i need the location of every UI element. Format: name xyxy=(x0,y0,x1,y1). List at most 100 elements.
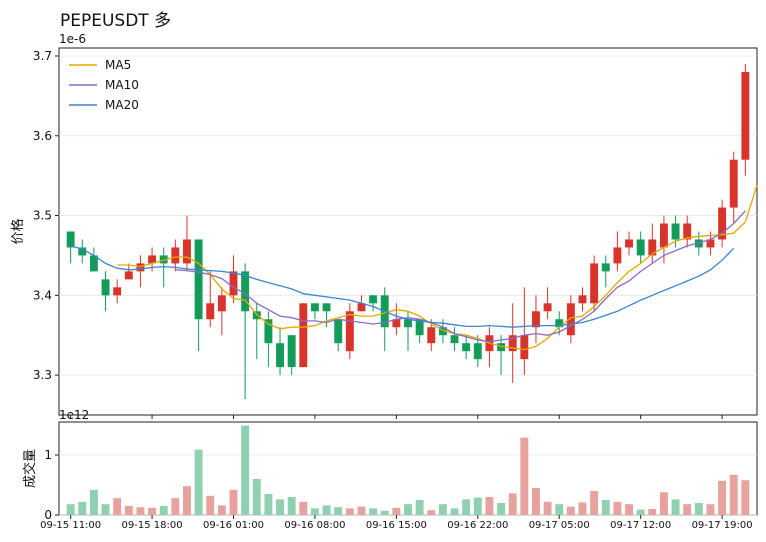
volume-bar xyxy=(462,499,471,515)
volume-axis-ticks: 01 xyxy=(44,448,59,522)
volume-bar xyxy=(89,489,98,515)
candle-body xyxy=(183,239,191,264)
volume-bar xyxy=(380,510,389,515)
volume-bar xyxy=(392,507,401,515)
candle-body xyxy=(718,207,727,240)
candlesticks xyxy=(66,63,750,400)
volume-bar xyxy=(369,508,378,515)
volume-bar xyxy=(473,497,482,515)
volume-bar xyxy=(520,437,529,515)
volume-bar xyxy=(532,488,540,515)
candle-body xyxy=(299,303,308,368)
candle-body xyxy=(427,327,436,344)
candle-body xyxy=(206,303,215,320)
candle-body xyxy=(159,255,168,264)
volume-panel: 01 09-15 11:00 09-15 18:00 09-16 01:00 09-1… xyxy=(22,408,758,531)
candle-body xyxy=(369,295,378,304)
volume-bar xyxy=(404,504,412,515)
volume-bar xyxy=(229,489,238,515)
volume-bar xyxy=(78,501,87,515)
volume-bar xyxy=(625,504,633,515)
volume-bars xyxy=(66,425,750,515)
time-tick-label: 09-15 11:00 xyxy=(40,520,101,531)
candle-body xyxy=(217,295,226,312)
price-tick-label: 3.3 xyxy=(33,368,52,382)
time-tick-label: 09-17 05:00 xyxy=(529,520,590,531)
time-tick-label: 09-16 15:00 xyxy=(366,520,427,531)
candle-body xyxy=(404,319,412,328)
candle-body xyxy=(241,271,250,312)
volume-bar xyxy=(345,508,354,515)
candle-body xyxy=(590,263,599,304)
volume-bar xyxy=(113,498,122,515)
volume-bar xyxy=(694,503,703,515)
legend-label-ma5: MA5 xyxy=(105,58,131,72)
volume-bar xyxy=(683,504,692,515)
price-axis-ticks: 3.3 3.4 3.5 3.6 3.7 xyxy=(33,49,59,382)
candle-body xyxy=(578,295,587,304)
time-tick-label: 09-15 18:00 xyxy=(122,520,183,531)
volume-bar xyxy=(334,507,343,515)
candle-body xyxy=(310,303,319,312)
chart-title: PEPEUSDT 多 xyxy=(60,11,172,31)
volume-bar xyxy=(659,492,668,515)
price-panel: 3.3 3.4 3.5 3.6 3.7 1e-6 价格 MA5 MA10 MA20 xyxy=(10,32,758,416)
candle-body xyxy=(438,327,447,336)
volume-bar xyxy=(671,499,680,515)
volume-bar xyxy=(101,504,110,515)
candle-body xyxy=(229,271,238,296)
volume-bar xyxy=(252,479,261,515)
volume-bar xyxy=(555,504,564,515)
ma-line-ma5 xyxy=(117,185,758,351)
candle-body xyxy=(136,263,145,272)
volume-bar xyxy=(264,494,273,515)
time-tick-label: 09-16 01:00 xyxy=(203,520,264,531)
volume-bar xyxy=(159,506,168,515)
volume-bar xyxy=(601,500,610,515)
candle-body xyxy=(497,343,506,352)
candle-body xyxy=(532,311,540,328)
volume-bar xyxy=(183,486,191,515)
volume-bar xyxy=(729,474,738,515)
volume-bar xyxy=(276,499,284,515)
candle-body xyxy=(613,247,622,264)
candle-body xyxy=(113,287,122,296)
candle-body xyxy=(694,239,703,248)
time-tick-label: 09-16 08:00 xyxy=(284,520,345,531)
volume-bar xyxy=(485,497,494,515)
candle-body xyxy=(392,319,401,328)
volume-bar xyxy=(427,510,436,515)
volume-tick-label: 0 xyxy=(44,508,52,522)
candle-body xyxy=(101,279,110,296)
volume-bar xyxy=(206,495,215,515)
volume-bar xyxy=(590,491,599,515)
candle-body xyxy=(683,223,692,240)
legend-label-ma20: MA20 xyxy=(105,98,139,112)
legend: MA5 MA10 MA20 xyxy=(69,58,139,112)
volume-bar xyxy=(310,508,319,515)
volume-bar xyxy=(357,506,366,515)
candle-body xyxy=(636,239,645,256)
volume-bar xyxy=(438,504,447,515)
time-tick-label: 09-17 12:00 xyxy=(610,520,671,531)
candle-body xyxy=(625,239,633,248)
candle-body xyxy=(66,231,75,248)
candle-body xyxy=(671,223,680,240)
volume-bar xyxy=(566,506,575,515)
volume-bar xyxy=(148,507,157,515)
candle-body xyxy=(508,335,517,352)
volume-axis-offset-label: 1e12 xyxy=(59,408,89,422)
candle-body xyxy=(659,223,668,248)
volume-bar xyxy=(217,505,226,515)
candle-body xyxy=(566,303,575,336)
price-panel-frame xyxy=(58,47,758,416)
candle-body xyxy=(729,159,738,208)
volume-bar xyxy=(613,501,622,515)
candle-body xyxy=(462,343,471,352)
candle-body xyxy=(357,303,366,312)
volume-bar xyxy=(415,500,424,515)
volume-bar xyxy=(648,509,657,515)
volume-bar xyxy=(508,493,517,515)
price-tick-label: 3.6 xyxy=(33,129,52,143)
volume-bar xyxy=(706,504,715,515)
